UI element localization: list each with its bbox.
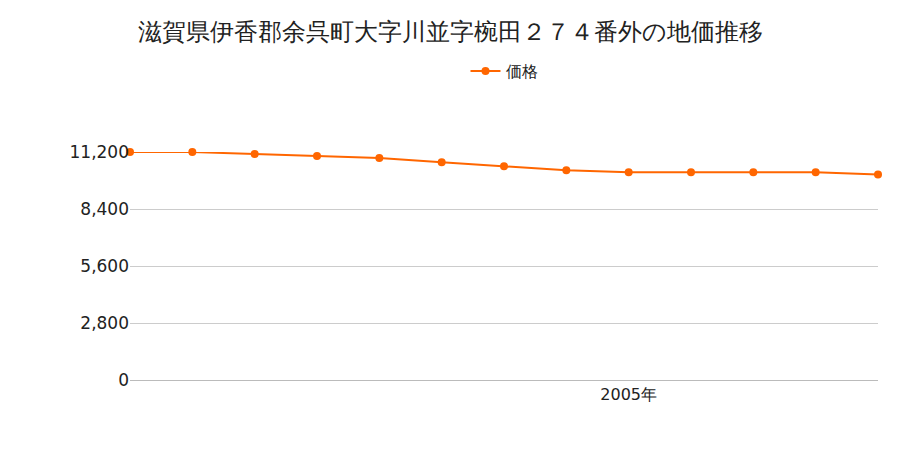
svg-text:2005年: 2005年 — [600, 385, 657, 404]
svg-text:滋賀県伊香郡余呉町大字川並字椀田２７４番外の地価推移: 滋賀県伊香郡余呉町大字川並字椀田２７４番外の地価推移 — [138, 18, 763, 46]
svg-text:11,200: 11,200 — [70, 142, 129, 162]
svg-text:2,800: 2,800 — [80, 313, 129, 333]
svg-text:8,400: 8,400 — [80, 199, 129, 219]
svg-text:価格: 価格 — [506, 62, 538, 81]
svg-text:5,600: 5,600 — [80, 256, 129, 276]
svg-text:0: 0 — [118, 370, 129, 390]
